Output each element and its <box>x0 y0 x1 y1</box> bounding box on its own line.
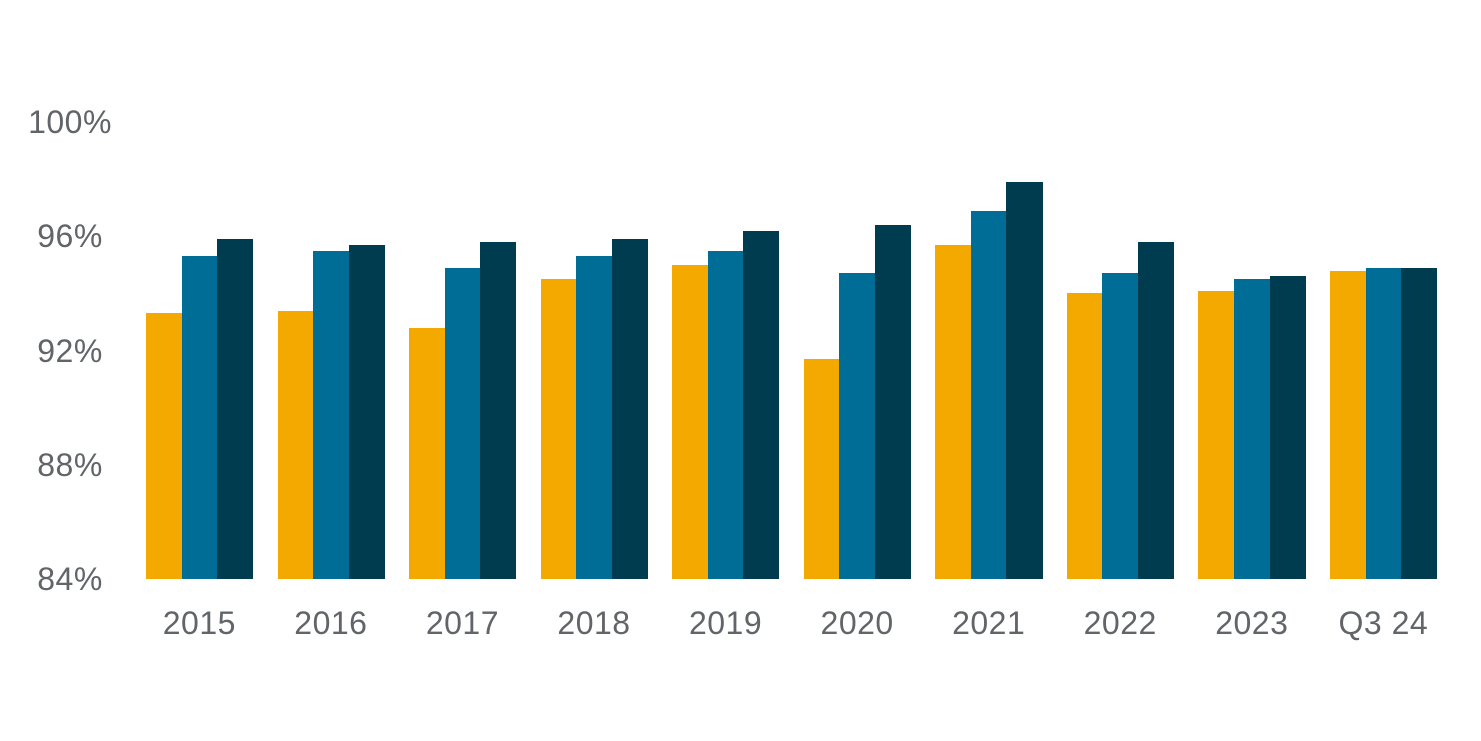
y-axis-tick-label: 92% <box>37 332 103 369</box>
bar-orange-series-2020 <box>803 359 840 579</box>
y-axis-tick-label: 88% <box>37 446 103 483</box>
x-axis-label: 2017 <box>425 605 500 641</box>
bar-orange-series-2016 <box>277 310 314 579</box>
bar-orange-series-2023 <box>1198 290 1235 579</box>
bar-teal-blue-series-2021 <box>970 210 1007 579</box>
x-axis-label: Q3 24 <box>1338 605 1429 641</box>
bar-dark-navy-series-2019 <box>743 230 780 579</box>
bar-dark-navy-series-2022 <box>1138 241 1175 579</box>
bar-teal-blue-series-2015 <box>181 256 218 579</box>
bar-teal-blue-series-q3-24 <box>1365 267 1402 579</box>
bar-teal-blue-series-2016 <box>313 250 350 579</box>
x-axis-label: 2023 <box>1215 605 1289 641</box>
bar-teal-blue-series-2018 <box>576 256 613 579</box>
x-axis-label: 2015 <box>162 605 236 641</box>
bar-orange-series-2015 <box>146 313 183 579</box>
bar-dark-navy-series-2016 <box>348 244 385 579</box>
y-axis-tick-label: 96% <box>37 218 103 255</box>
bar-orange-series-2018 <box>540 279 577 579</box>
x-axis-label: 2022 <box>1083 605 1157 641</box>
y-axis-tick-label: 84% <box>37 561 103 597</box>
bar-teal-blue-series-2020 <box>839 273 876 579</box>
bar-orange-series-2019 <box>672 264 709 579</box>
y-axis-tick-label: 100% <box>28 104 112 140</box>
x-axis-label: 2018 <box>557 605 631 641</box>
bar-orange-series-2022 <box>1066 293 1103 579</box>
x-axis-label: 2021 <box>952 605 1026 641</box>
bar-orange-series-2017 <box>409 327 446 579</box>
bar-dark-navy-series-2018 <box>611 239 648 579</box>
bar-orange-series-q3-24 <box>1330 270 1367 579</box>
bar-teal-blue-series-2017 <box>444 267 481 579</box>
bar-dark-navy-series-2020 <box>874 224 911 579</box>
bar-teal-blue-series-2023 <box>1234 279 1271 579</box>
x-axis-label: 2019 <box>688 605 763 641</box>
bar-dark-navy-series-2017 <box>480 241 517 579</box>
bar-teal-blue-series-2019 <box>707 250 744 579</box>
bar-teal-blue-series-2022 <box>1102 273 1139 579</box>
x-axis-label: 2016 <box>294 605 368 641</box>
bar-dark-navy-series-q3-24 <box>1401 267 1438 579</box>
bar-orange-series-2021 <box>935 244 972 579</box>
bar-dark-navy-series-2015 <box>217 239 254 579</box>
bar-dark-navy-series-2023 <box>1269 276 1306 579</box>
x-axis-label: 2020 <box>820 605 894 641</box>
bar-dark-navy-series-2021 <box>1006 181 1043 579</box>
